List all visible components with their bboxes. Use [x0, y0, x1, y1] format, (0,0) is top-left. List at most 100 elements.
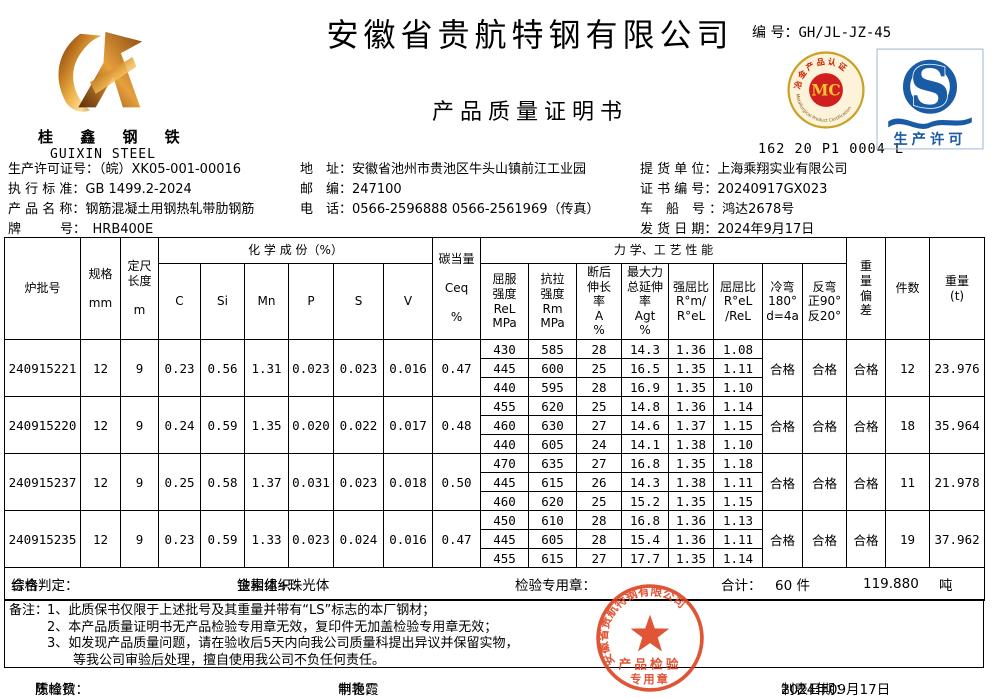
rm-rel-ratio: 1.35	[668, 491, 715, 511]
rel-mpa: 460	[480, 415, 530, 435]
table-row: 240915220 12 9 0.24 0.59 1.35 0.020 0.022 0.017 0…	[4, 396, 986, 454]
logo-name-en: GUIXIN STEEL	[50, 147, 156, 162]
elongation-a: 27	[576, 548, 623, 568]
chem-si: 0.58	[200, 453, 245, 511]
info-column-middle: 地 址：安徽省池州市贵池区牛头山镇前江工业园 邮 编：247100 电 话：05…	[300, 160, 600, 220]
pieces-count: 11	[885, 453, 931, 511]
chem-c: 0.23	[158, 339, 201, 397]
col-header-mn: Mn	[244, 263, 289, 340]
spec-mm: 12	[80, 339, 121, 397]
rm-rel-ratio: 1.36	[668, 510, 715, 530]
rel-rel-ratio: 1.11	[713, 529, 764, 549]
rm-mpa: 620	[528, 491, 578, 511]
quality-data-table: 炉批号 规格 mm 定尺 长度 m 化 学 成 份（%） 碳当量 Ceq % 力…	[3, 237, 986, 601]
svg-text:MC: MC	[811, 82, 840, 100]
agt: 14.3	[621, 339, 670, 359]
company-name: 安徽省贵航特钢有限公司	[326, 16, 734, 54]
consignee-line: 提 货 单 位：上海乘翔实业有限公司	[640, 162, 848, 177]
rm-rel-ratio: 1.35	[668, 377, 715, 397]
group-header-chemistry: 化 学 成 份（%）	[157, 237, 434, 264]
agt: 17.7	[621, 548, 670, 568]
chem-mn: 1.31	[244, 339, 289, 397]
document-number: 编 号：GH/JL-JZ-45	[752, 22, 891, 42]
svg-text:专用章: 专用章	[630, 672, 670, 686]
notes-label: 备注：	[9, 603, 49, 618]
chem-c: 0.23	[158, 510, 201, 568]
rm-mpa: 615	[528, 472, 578, 492]
col-header-v: V	[382, 263, 434, 340]
rel-rel-ratio: 1.14	[713, 548, 764, 568]
chem-c: 0.24	[158, 396, 201, 454]
table-row: 240915237 12 9 0.25 0.58 1.37 0.031 0.023 0.018 0…	[4, 453, 986, 511]
cold-bend-result: 合格	[762, 510, 804, 568]
rm-mpa: 610	[528, 510, 578, 530]
heat-batch-no: 240915220	[4, 396, 81, 454]
elongation-a: 28	[576, 529, 623, 549]
carbon-equivalent: 0.48	[432, 396, 482, 454]
col-header-s: S	[333, 263, 384, 340]
total-label: 合计：	[721, 578, 762, 594]
cold-bend-result: 合格	[762, 396, 804, 454]
rel-mpa: 470	[480, 453, 530, 473]
rel-mpa: 445	[480, 472, 530, 492]
stamp-star-icon	[630, 614, 670, 652]
heat-batch-no: 240915235	[4, 510, 81, 568]
rm-mpa: 605	[528, 529, 578, 549]
elongation-a: 28	[576, 377, 623, 397]
elongation-a: 24	[576, 434, 623, 454]
logo-name-cn: 桂 鑫 钢 铁	[38, 128, 191, 146]
guixin-logo-icon	[58, 31, 143, 112]
agt: 16.9	[621, 377, 670, 397]
postcode-line: 邮 编：247100	[300, 182, 402, 197]
col-header-ceq: 碳当量 Ceq %	[432, 237, 482, 340]
rm-rel-ratio: 1.38	[668, 434, 715, 454]
table-row: 460 630 27 14.6 1.37 1.15	[5, 415, 985, 435]
col-header-cold-bend: 冷弯 180° d=4a	[762, 263, 804, 340]
table-row: 445 605 28 15.4 1.36 1.11	[5, 529, 985, 549]
spec-mm: 12	[80, 396, 121, 454]
chem-s: 0.023	[333, 453, 384, 511]
table-row: 440 595 28 16.9 1.35 1.10	[5, 377, 985, 397]
product-name-line: 产 品 名 称：钢筋混凝土用钢热轧带肋钢筋	[8, 202, 255, 217]
pieces-count: 18	[885, 396, 931, 454]
rel-rel-ratio: 1.08	[713, 339, 764, 359]
elongation-a: 28	[576, 339, 623, 359]
elongation-a: 25	[576, 358, 623, 378]
elongation-a: 28	[576, 510, 623, 530]
reverse-bend-result: 合格	[802, 396, 848, 454]
rel-rel-ratio: 1.13	[713, 510, 764, 530]
agt: 14.3	[621, 472, 670, 492]
standard-line: 执 行 标 准：GB 1499.2-2024	[8, 182, 192, 197]
rel-rel-ratio: 1.11	[713, 472, 764, 492]
rm-mpa: 620	[528, 396, 578, 416]
col-header-weight: 重量 (t)	[929, 237, 986, 340]
col-header-c: C	[158, 263, 201, 340]
total-weight-unit: 吨	[939, 578, 953, 594]
elongation-a: 27	[576, 453, 623, 473]
chem-p: 0.020	[288, 396, 334, 454]
total-pieces: 60 件	[775, 578, 810, 594]
rm-mpa: 585	[528, 339, 578, 359]
svg-text:生产许可: 生产许可	[893, 130, 966, 148]
elongation-a: 26	[576, 472, 623, 492]
inspection-stamp: 安徽省贵航特钢有限公司 产品检验 专用章	[594, 582, 706, 698]
rm-rel-ratio: 1.36	[668, 339, 715, 359]
rm-rel-ratio: 1.38	[668, 472, 715, 492]
summary-row: 综合判定： 合格 金相组织： 铁素体+珠光体 检验专用章： 合计： 60 件 119…	[3, 567, 986, 601]
elongation-a: 27	[576, 415, 623, 435]
col-header-p: P	[288, 263, 334, 340]
cold-bend-result: 合格	[762, 339, 804, 397]
agt: 15.4	[621, 529, 670, 549]
table-row: 440 605 24 14.1 1.38 1.10	[5, 434, 985, 454]
chem-v: 0.017	[382, 396, 434, 454]
document-number-label: 编 号：	[752, 25, 799, 41]
cold-bend-result: 合格	[762, 453, 804, 511]
heat-batch-no: 240915237	[4, 453, 81, 511]
agt: 15.2	[621, 491, 670, 511]
qs-license-badge: S 生产许可	[876, 48, 984, 154]
rm-mpa: 635	[528, 453, 578, 473]
col-header-rel: 屈服 强度 ReL MPa	[480, 263, 530, 340]
reverse-bend-result: 合格	[802, 339, 848, 397]
chem-v: 0.016	[382, 339, 434, 397]
rel-rel-ratio: 1.15	[713, 491, 764, 511]
